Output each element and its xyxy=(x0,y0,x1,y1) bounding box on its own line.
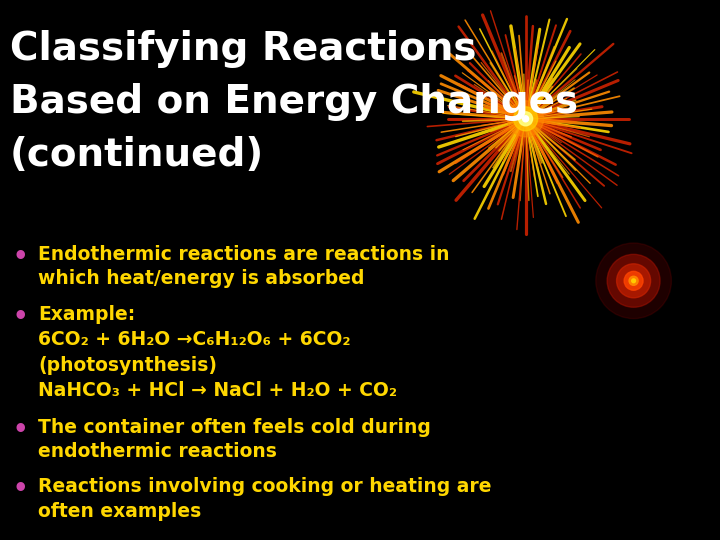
Text: The container often feels cold during: The container often feels cold during xyxy=(38,418,431,437)
Circle shape xyxy=(607,254,660,307)
Text: endothermic reactions: endothermic reactions xyxy=(38,442,277,461)
Text: (photosynthesis): (photosynthesis) xyxy=(38,355,217,375)
Text: •: • xyxy=(12,305,27,328)
Text: (continued): (continued) xyxy=(10,137,264,174)
Text: often examples: often examples xyxy=(38,502,202,521)
Circle shape xyxy=(518,112,533,126)
Text: Classifying Reactions: Classifying Reactions xyxy=(10,30,477,68)
Text: 6CO₂ + 6H₂O →C₆H₁₂O₆ + 6CO₂: 6CO₂ + 6H₂O →C₆H₁₂O₆ + 6CO₂ xyxy=(38,330,351,349)
Text: Based on Energy Changes: Based on Energy Changes xyxy=(10,83,578,121)
Text: Example:: Example: xyxy=(38,305,135,323)
Circle shape xyxy=(508,101,544,137)
Text: Reactions involving cooking or heating are: Reactions involving cooking or heating a… xyxy=(38,477,492,496)
Circle shape xyxy=(523,116,528,122)
Circle shape xyxy=(631,279,636,283)
Circle shape xyxy=(616,264,651,298)
Circle shape xyxy=(629,276,638,285)
Circle shape xyxy=(513,107,538,131)
Text: •: • xyxy=(12,418,27,442)
Text: •: • xyxy=(12,477,27,502)
Text: Endothermic reactions are reactions in: Endothermic reactions are reactions in xyxy=(38,245,449,264)
Text: which heat/energy is absorbed: which heat/energy is absorbed xyxy=(38,269,364,288)
Circle shape xyxy=(624,271,643,291)
Text: •: • xyxy=(12,245,27,269)
Circle shape xyxy=(596,243,671,319)
Text: NaHCO₃ + HCl → NaCl + H₂O + CO₂: NaHCO₃ + HCl → NaCl + H₂O + CO₂ xyxy=(38,381,397,400)
